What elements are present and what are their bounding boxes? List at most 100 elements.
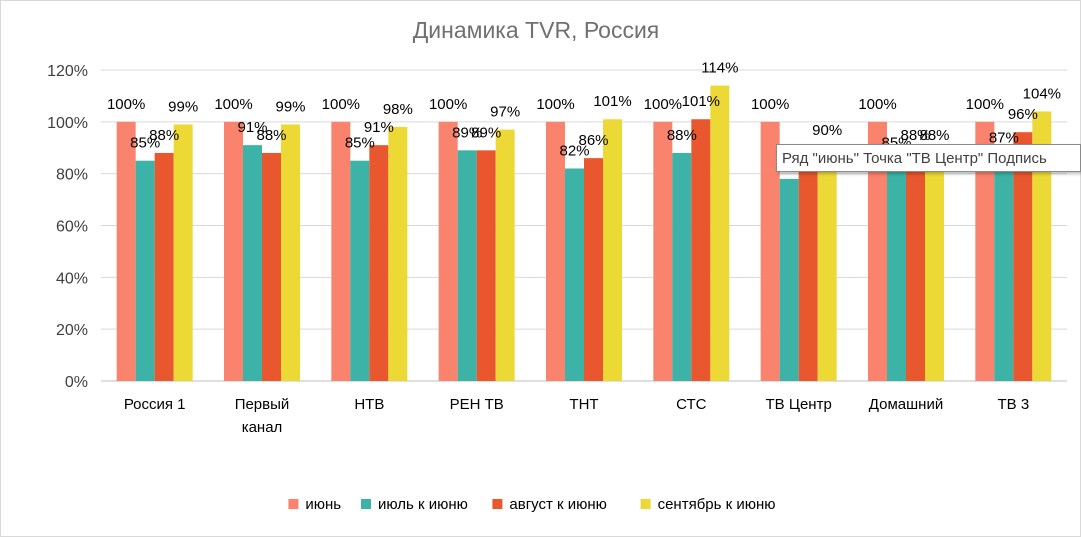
- data-label: 100%: [966, 96, 1004, 113]
- bar[interactable]: [994, 155, 1014, 381]
- data-label: 88%: [149, 127, 179, 144]
- data-label: 86%: [578, 132, 608, 149]
- y-tick-label: 20%: [56, 322, 88, 339]
- data-label: 88%: [919, 127, 949, 144]
- y-tick-label: 40%: [56, 270, 88, 287]
- bar[interactable]: [603, 119, 622, 381]
- data-label: 91%: [237, 119, 267, 136]
- bar[interactable]: [369, 145, 389, 381]
- data-label: 97%: [490, 104, 520, 121]
- bars[interactable]: [116, 85, 1052, 382]
- bar[interactable]: [154, 152, 174, 381]
- bar[interactable]: [388, 127, 408, 382]
- data-label: 98%: [383, 101, 413, 118]
- category-label: ТВ 3: [997, 396, 1029, 413]
- legend-label: июнь: [305, 496, 341, 513]
- bar[interactable]: [779, 178, 799, 381]
- data-label: 99%: [275, 98, 305, 115]
- data-label: 88%: [256, 127, 286, 144]
- bar[interactable]: [173, 124, 193, 382]
- bar[interactable]: [457, 150, 477, 381]
- data-label: 100%: [322, 96, 360, 113]
- bar[interactable]: [243, 145, 262, 381]
- data-label: 85%: [345, 135, 375, 152]
- bar[interactable]: [546, 121, 565, 381]
- data-label: 88%: [900, 127, 930, 144]
- legend-swatch: [288, 499, 299, 509]
- y-axis: 0% 20% 40% 60% 80% 100% 120%: [47, 63, 88, 391]
- data-label: 100%: [751, 96, 789, 113]
- bar[interactable]: [760, 121, 780, 381]
- legend-label: сентябрь к июню: [658, 496, 776, 513]
- data-label: 101%: [682, 93, 720, 110]
- data-label: 85%: [130, 135, 160, 152]
- bar[interactable]: [975, 121, 995, 381]
- bar[interactable]: [1013, 132, 1033, 381]
- tooltip: Ряд "июнь" Точка "ТВ Центр" Подпись: [776, 144, 1081, 172]
- bar[interactable]: [798, 163, 818, 381]
- data-label: 99%: [168, 98, 198, 115]
- bar[interactable]: [565, 168, 584, 381]
- category-label: Домашний: [869, 396, 943, 413]
- data-label: 100%: [214, 96, 252, 113]
- y-tick-label: 80%: [56, 167, 88, 184]
- data-label: 88%: [667, 127, 697, 144]
- data-label: 114%: [701, 60, 738, 77]
- legend-label: июль к июню: [378, 496, 468, 513]
- category-label: ТВ Центр: [766, 396, 832, 413]
- legend-item[interactable]: август к июню: [492, 496, 607, 513]
- data-label: 96%: [1008, 106, 1038, 123]
- data-label: 82%: [559, 142, 589, 159]
- data-label: 100%: [429, 96, 467, 113]
- bar[interactable]: [672, 152, 692, 381]
- data-label: 101%: [593, 93, 631, 110]
- bar[interactable]: [495, 129, 515, 381]
- bar[interactable]: [135, 160, 155, 381]
- data-label: 91%: [364, 119, 394, 136]
- data-label: 100%: [858, 96, 896, 113]
- y-tick-label: 120%: [47, 63, 88, 80]
- legend-label: август к июню: [509, 496, 607, 513]
- category-label: НТВ: [354, 396, 384, 413]
- bar[interactable]: [331, 121, 351, 381]
- legend-swatch: [361, 499, 371, 509]
- bar[interactable]: [281, 124, 300, 382]
- chart-title: Динамика TVR, Россия: [413, 17, 660, 43]
- legend-swatch: [492, 499, 503, 509]
- bar[interactable]: [224, 121, 243, 381]
- category-label: ТНТ: [569, 396, 598, 413]
- bar[interactable]: [476, 150, 496, 381]
- data-label: 87%: [989, 130, 1019, 147]
- bar[interactable]: [653, 121, 673, 381]
- data-label: 89%: [471, 124, 501, 141]
- bar[interactable]: [925, 152, 944, 381]
- bar[interactable]: [262, 152, 281, 381]
- y-tick-label: 60%: [56, 219, 88, 236]
- legend-swatch: [640, 499, 651, 509]
- legend[interactable]: июнь июль к июню август к июню сентябрь к и…: [288, 496, 776, 513]
- bar[interactable]: [868, 121, 887, 381]
- bar[interactable]: [1032, 111, 1052, 381]
- bar[interactable]: [887, 160, 906, 381]
- data-label: 90%: [812, 122, 842, 139]
- bar[interactable]: [116, 121, 136, 381]
- bar[interactable]: [438, 121, 458, 381]
- legend-item[interactable]: июль к июню: [361, 496, 468, 513]
- bar[interactable]: [584, 158, 603, 381]
- data-label: 100%: [107, 96, 145, 113]
- category-label: СТС: [676, 396, 706, 413]
- y-tick-label: 0%: [65, 374, 88, 391]
- bar[interactable]: [350, 160, 370, 381]
- bar[interactable]: [710, 85, 730, 382]
- data-labels: 100% 100% 100% 100% 100% 100% 100% 100% 100%85%9…: [107, 60, 1061, 160]
- data-label: 100%: [644, 96, 682, 113]
- legend-item[interactable]: сентябрь к июню: [640, 496, 776, 513]
- data-label: 104%: [1023, 85, 1061, 102]
- y-tick-label: 100%: [47, 115, 88, 132]
- x-axis: Россия 1 Первый канал НТВ РЕН ТВ ТНТ СТС ТВ Цен…: [124, 396, 1029, 436]
- legend-item[interactable]: июнь: [288, 496, 341, 513]
- bar[interactable]: [691, 119, 711, 381]
- bar[interactable]: [817, 147, 837, 381]
- bar[interactable]: [906, 152, 925, 381]
